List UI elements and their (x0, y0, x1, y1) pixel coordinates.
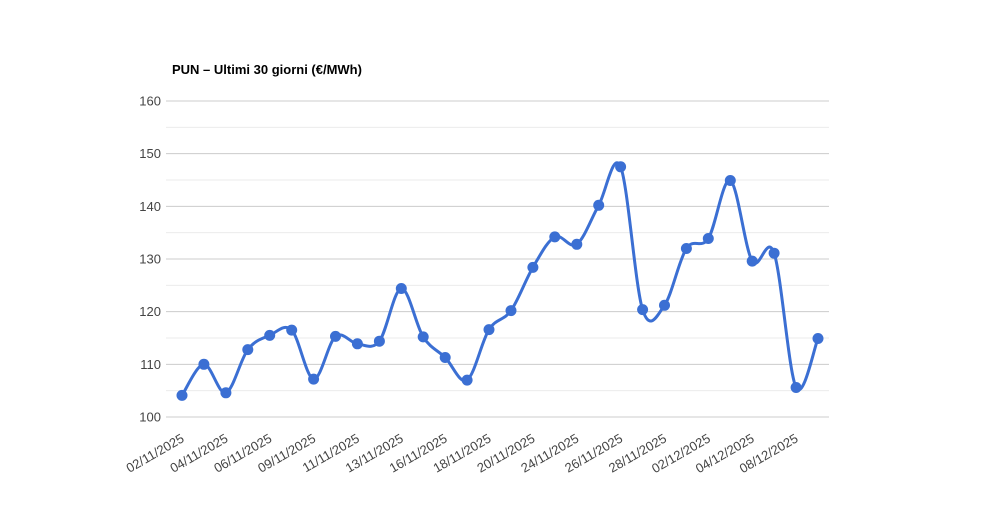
data-point-marker (615, 161, 627, 173)
data-point-marker (702, 233, 714, 244)
data-point-marker (308, 373, 320, 385)
data-point-marker (790, 382, 802, 393)
data-point-marker (680, 243, 692, 254)
major-gridlines (166, 100, 829, 418)
data-point-marker (571, 238, 583, 250)
data-point-marker (768, 247, 780, 259)
minor-gridlines (166, 126, 829, 392)
data-point-marker (483, 324, 495, 336)
data-point-marker (264, 329, 276, 341)
data-point-marker (505, 305, 517, 317)
data-point-marker (330, 330, 341, 342)
y-tick-label: 150 (139, 146, 161, 161)
data-point-marker (286, 324, 298, 336)
y-tick-label: 130 (139, 252, 161, 267)
data-point-marker (439, 352, 451, 363)
chart-title: PUN – Ultimi 30 giorni (€/MWh) (172, 62, 362, 77)
y-tick-label: 120 (139, 304, 161, 319)
y-axis-labels: 100 110 120 130 140 150 160 (139, 94, 161, 425)
series-line (180, 161, 820, 397)
series-points (176, 161, 824, 401)
data-point-marker (637, 304, 649, 316)
x-axis-labels: 02/11/202504/11/202506/11/202509/11/2025… (123, 431, 800, 477)
data-point-marker (351, 338, 363, 350)
data-point-marker (176, 389, 188, 401)
data-point-marker (593, 199, 605, 211)
data-point-marker (417, 331, 429, 343)
data-point-marker (724, 175, 736, 186)
data-point-marker (395, 283, 407, 294)
data-point-marker (220, 387, 232, 399)
data-point-marker (373, 335, 385, 347)
data-point-marker (242, 344, 254, 356)
data-point-marker (198, 358, 210, 370)
data-point-marker (812, 333, 824, 344)
y-tick-label: 160 (139, 94, 161, 109)
data-point-marker (527, 261, 539, 273)
y-tick-label: 140 (139, 199, 161, 214)
data-point-marker (746, 255, 758, 267)
y-tick-label: 110 (140, 357, 161, 372)
data-point-marker (549, 231, 561, 243)
y-tick-label: 100 (139, 410, 161, 425)
data-point-marker (659, 299, 670, 311)
data-point-marker (461, 374, 473, 386)
